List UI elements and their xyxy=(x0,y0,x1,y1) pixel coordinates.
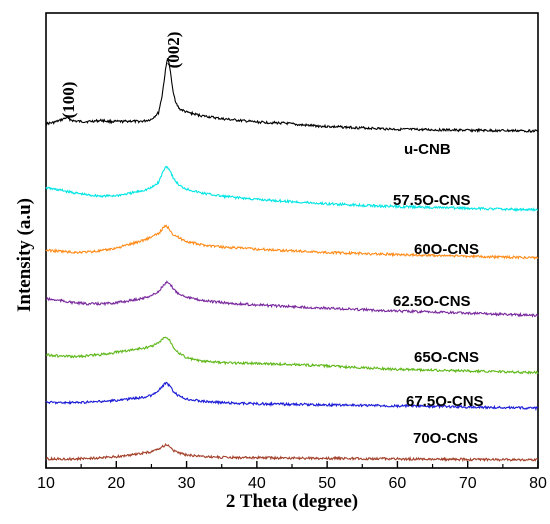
series-line-u-cnb xyxy=(45,58,539,134)
x-tick-label: 50 xyxy=(318,475,336,492)
series-label-62-5o-cns: 62.5O-CNS xyxy=(393,293,471,310)
series-line-60o-cns xyxy=(45,224,539,261)
series-label-65o-cns: 65O-CNS xyxy=(414,349,479,366)
series-label-u-cnb: u-CNB xyxy=(404,141,451,158)
x-tick-label: 30 xyxy=(178,475,196,492)
series-labels: u-CNB 57.5O-CNS 60O-CNS 62.5O-CNS 65O-CNS 67.… xyxy=(393,141,484,447)
series-label-60o-cns: 60O-CNS xyxy=(414,241,479,258)
x-tick-label: 40 xyxy=(248,475,266,492)
x-axis-title: 2 Theta (degree) xyxy=(226,491,358,512)
x-tick-label: 10 xyxy=(37,475,55,492)
plot-area: u-CNB 57.5O-CNS 60O-CNS 62.5O-CNS 65O-CNS 67.… xyxy=(37,12,547,492)
series-line-70o-cns xyxy=(45,442,539,463)
peak-annotations: (100) (002) xyxy=(59,32,183,119)
series-line-67-5o-cns xyxy=(45,381,539,412)
series-label-70o-cns: 70O-CNS xyxy=(413,430,478,447)
series-group xyxy=(45,58,539,463)
series-line-62-5o-cns xyxy=(45,280,539,318)
series-label-67-5o-cns: 67.5O-CNS xyxy=(406,393,484,410)
y-axis-title: Intensity (a.u) xyxy=(14,198,35,312)
peak-annotation-100: (100) xyxy=(59,82,78,119)
peak-annotation-002: (002) xyxy=(164,32,183,69)
x-tick-label: 80 xyxy=(529,475,547,492)
x-tick-label: 60 xyxy=(389,475,407,492)
x-tick-label: 20 xyxy=(107,475,125,492)
x-axis-ticks: 10 20 30 40 50 60 70 80 xyxy=(37,461,547,492)
series-line-57-5o-cns xyxy=(45,165,539,213)
series-label-57-5o-cns: 57.5O-CNS xyxy=(393,192,471,209)
series-line-65o-cns xyxy=(45,336,539,375)
x-tick-label: 70 xyxy=(459,475,477,492)
